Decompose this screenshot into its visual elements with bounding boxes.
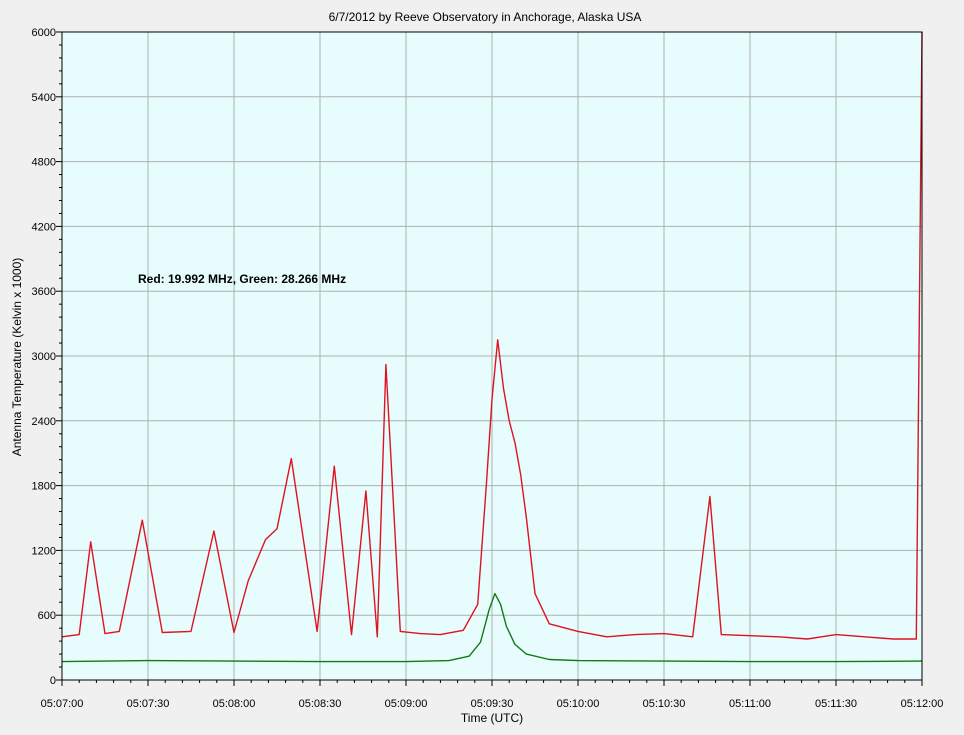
series-layer <box>61 31 923 663</box>
x-tick-label: 05:08:00 <box>213 698 256 710</box>
series-line-red <box>61 31 923 640</box>
x-tick-label: 05:12:00 <box>901 698 944 710</box>
y-axis-title: Antenna Temperature (Kelvin x 1000) <box>10 258 24 457</box>
x-tick-label: 05:10:00 <box>557 698 600 710</box>
y-tick-label: 1200 <box>32 545 56 557</box>
y-tick-label: 0 <box>50 675 56 687</box>
y-tick-label: 4800 <box>32 157 56 169</box>
y-tick-label: 5400 <box>32 92 56 104</box>
series-line-green <box>61 592 923 663</box>
x-tick-label: 05:09:00 <box>385 698 428 710</box>
y-tick-label: 4200 <box>32 221 56 233</box>
y-tick-label: 2400 <box>32 416 56 428</box>
x-tick-label: 05:11:00 <box>729 698 771 710</box>
y-tick-label: 600 <box>38 610 56 622</box>
y-tick-label: 6000 <box>32 27 56 39</box>
x-tick-label: 05:11:30 <box>815 698 857 710</box>
plot-border <box>61 31 923 681</box>
x-tick-label: 05:09:30 <box>471 698 514 710</box>
chart-title: 6/7/2012 by Reeve Observatory in Anchora… <box>329 10 642 24</box>
x-tick-label: 05:07:30 <box>127 698 170 710</box>
y-tick-label: 1800 <box>32 481 56 493</box>
x-tick-label: 05:07:00 <box>41 698 84 710</box>
frequency-legend-annotation: Red: 19.992 MHz, Green: 28.266 MHz <box>138 272 346 286</box>
x-tick-label: 05:08:30 <box>299 698 342 710</box>
x-tick-label: 05:10:30 <box>643 698 686 710</box>
x-axis-title: Time (UTC) <box>461 711 523 725</box>
axes: 0 600 1200 1800 2400 3000 3600 4200 4800 5400 6000… <box>32 27 944 710</box>
y-tick-label: 3600 <box>32 286 56 298</box>
y-tick-label: 3000 <box>32 351 56 363</box>
